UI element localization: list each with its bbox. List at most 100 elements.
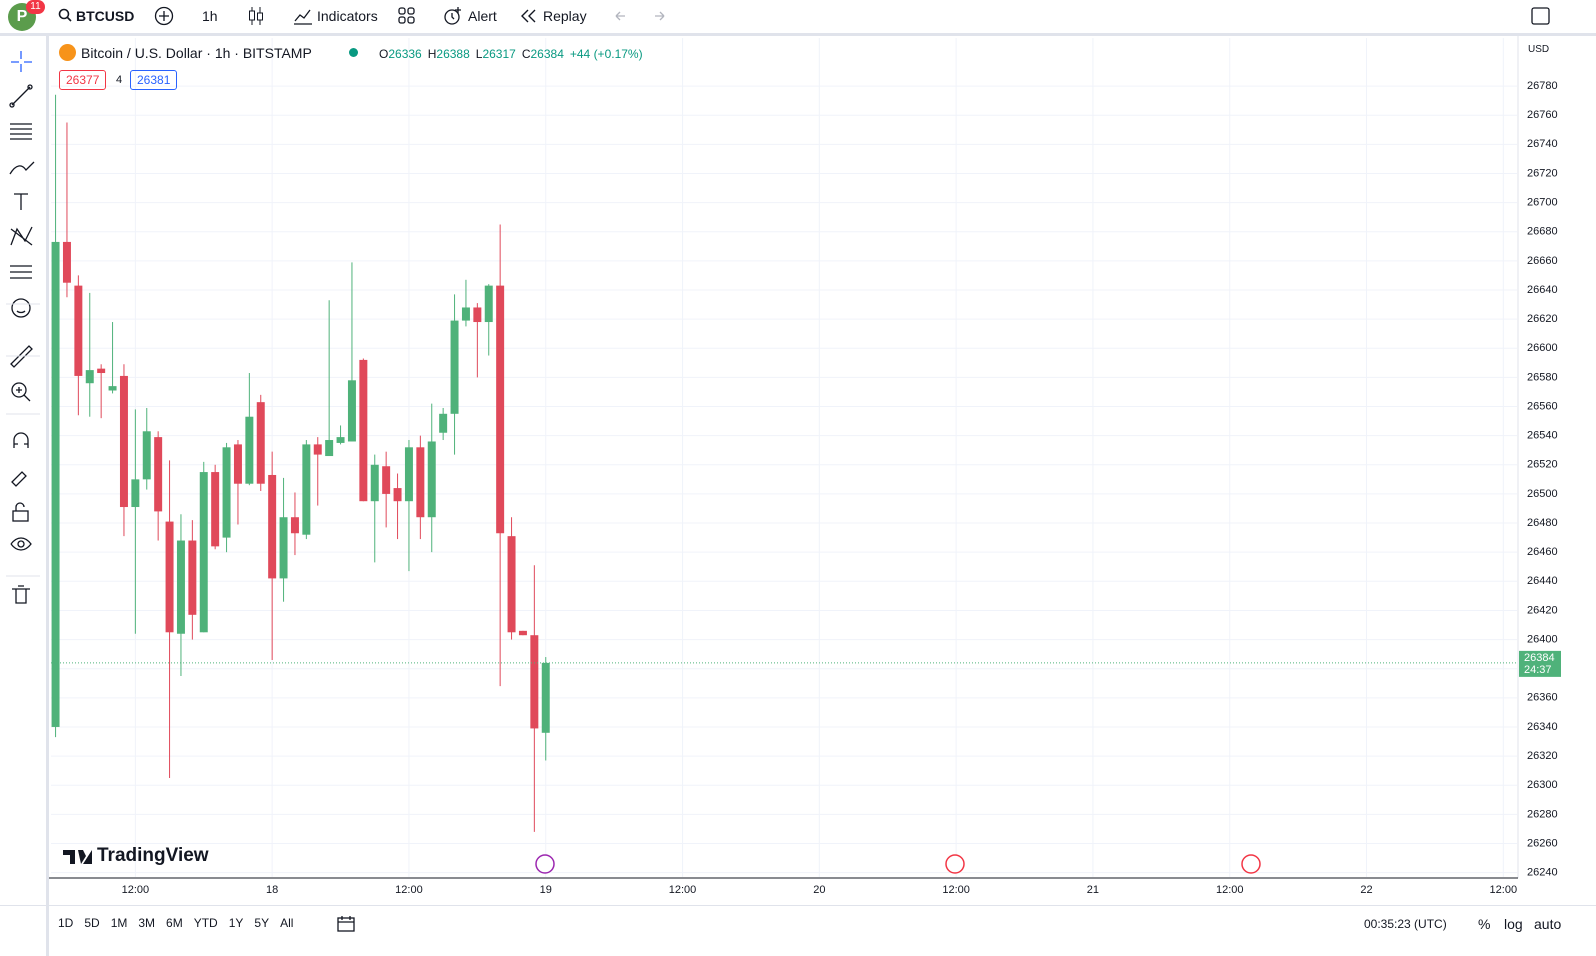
candle-body [370, 464, 379, 502]
clock[interactable]: 00:35:23 (UTC) [1364, 917, 1447, 931]
add-symbol[interactable] [153, 5, 175, 27]
range-button[interactable]: All [280, 916, 294, 930]
y-tick-label: 26440 [1527, 575, 1558, 587]
candle-body [51, 241, 60, 727]
y-tick-label: 26660 [1527, 255, 1558, 267]
range-button[interactable]: 6M [166, 916, 183, 930]
candle-body [176, 540, 185, 634]
ohlc-value: 26317 [482, 47, 516, 61]
candle-body [245, 416, 254, 484]
replay[interactable]: Replay [543, 8, 587, 24]
candle-body [496, 285, 505, 534]
y-tick-label: 26620 [1527, 313, 1558, 325]
range-button[interactable]: 1D [58, 916, 74, 930]
range-bar: 1D 5D 1M 3M 6M YTD 1Y 5Y All [58, 916, 304, 930]
indicators-icon[interactable] [292, 6, 314, 26]
ohlc-value: 26388 [436, 47, 470, 61]
candle-body [518, 630, 527, 636]
candle-body [382, 466, 391, 494]
templates[interactable] [397, 6, 417, 26]
price-label: 26384 [1524, 652, 1555, 664]
range-button[interactable]: 5Y [254, 916, 270, 930]
x-tick-label: 12:00 [942, 884, 970, 896]
ask[interactable]: 26381 [130, 70, 178, 90]
y-tick-label: 26560 [1527, 400, 1558, 412]
x-tick-label: 22 [1360, 884, 1372, 896]
x-tick-label: 12:00 [1216, 884, 1244, 896]
range-button[interactable]: 1Y [228, 916, 244, 930]
ohlc-key: L [475, 47, 483, 61]
auto-toggle[interactable]: auto [1534, 916, 1562, 932]
logo: TradingView [97, 845, 209, 866]
range-button[interactable]: YTD [193, 916, 218, 930]
undo-redo[interactable] [612, 8, 668, 24]
y-tick-label: 26480 [1527, 517, 1558, 529]
candle-body [97, 368, 106, 374]
bid[interactable]: 26377 [59, 70, 107, 90]
candle-body [325, 440, 334, 457]
x-tick-label: 12:00 [1490, 884, 1518, 896]
x-tick-label: 12:00 [122, 884, 150, 896]
candle-body [290, 517, 299, 534]
symbol[interactable]: BTCUSD [76, 8, 135, 24]
range-button[interactable]: 1M [110, 916, 128, 930]
candle-body [416, 447, 425, 518]
percent-toggle[interactable]: % [1478, 916, 1491, 932]
y-tick-label: 26360 [1527, 692, 1558, 704]
candle-body [450, 320, 459, 414]
candle-body [313, 444, 322, 455]
candle-body [427, 441, 436, 518]
candle-body [541, 662, 550, 733]
candle-body [142, 431, 151, 480]
y-tick-label: 26580 [1527, 371, 1558, 383]
y-tick-label: 26640 [1527, 284, 1558, 296]
candle-body [62, 241, 71, 283]
y-tick-label: 26760 [1527, 109, 1558, 121]
y-tick-label: 26260 [1527, 837, 1558, 849]
candle-body [404, 447, 413, 502]
candle-body [473, 307, 482, 323]
candle-body [199, 472, 208, 633]
candle-body [347, 380, 356, 442]
tool-icons[interactable] [0, 36, 46, 636]
legend-title: Bitcoin / U.S. Dollar · 1h · BITSTAMP [81, 45, 312, 61]
y-tick-label: 26540 [1527, 430, 1558, 442]
indicators[interactable]: Indicators [317, 8, 378, 24]
log-toggle[interactable]: log [1504, 916, 1523, 932]
search-icon[interactable] [58, 8, 74, 24]
candle-body [336, 437, 345, 443]
event-marker [945, 854, 965, 874]
layout-icon[interactable] [1530, 6, 1552, 26]
y-tick-label: 26780 [1527, 80, 1558, 92]
replay-icon[interactable] [520, 8, 538, 24]
x-tick-label: 21 [1087, 884, 1099, 896]
chart-pane[interactable]: 2624026260262802630026320263402636026380… [49, 36, 1596, 956]
logo-mark [63, 850, 92, 864]
alert-icon[interactable] [442, 5, 464, 27]
y-tick-label: 26680 [1527, 226, 1558, 238]
candle-body [268, 474, 277, 579]
divider [0, 905, 1596, 906]
chart-type[interactable] [247, 5, 265, 27]
ohlc-legend: O26336 H26388 L26317 C26384 +44 (+0.17%) [379, 47, 643, 61]
goto-date[interactable] [336, 914, 356, 934]
y-tick-label: 26280 [1527, 808, 1558, 820]
currency[interactable]: USD [1528, 44, 1550, 55]
range-button[interactable]: 3M [138, 916, 156, 930]
alert[interactable]: Alert [468, 8, 497, 24]
y-tick-label: 26720 [1527, 167, 1558, 179]
x-tick-label: 20 [813, 884, 825, 896]
candle-body [222, 447, 231, 538]
interval[interactable]: 1h [202, 8, 218, 24]
y-tick-label: 26500 [1527, 488, 1558, 500]
candle-body [302, 444, 311, 535]
y-tick-label: 26700 [1527, 197, 1558, 209]
y-tick-label: 26340 [1527, 721, 1558, 733]
candle-body [256, 402, 265, 484]
x-tick-label: 12:00 [669, 884, 697, 896]
range-button[interactable]: 5D [84, 916, 100, 930]
candle-body [154, 437, 163, 512]
ohlc-key: H [427, 47, 437, 61]
candle-body [359, 359, 368, 502]
